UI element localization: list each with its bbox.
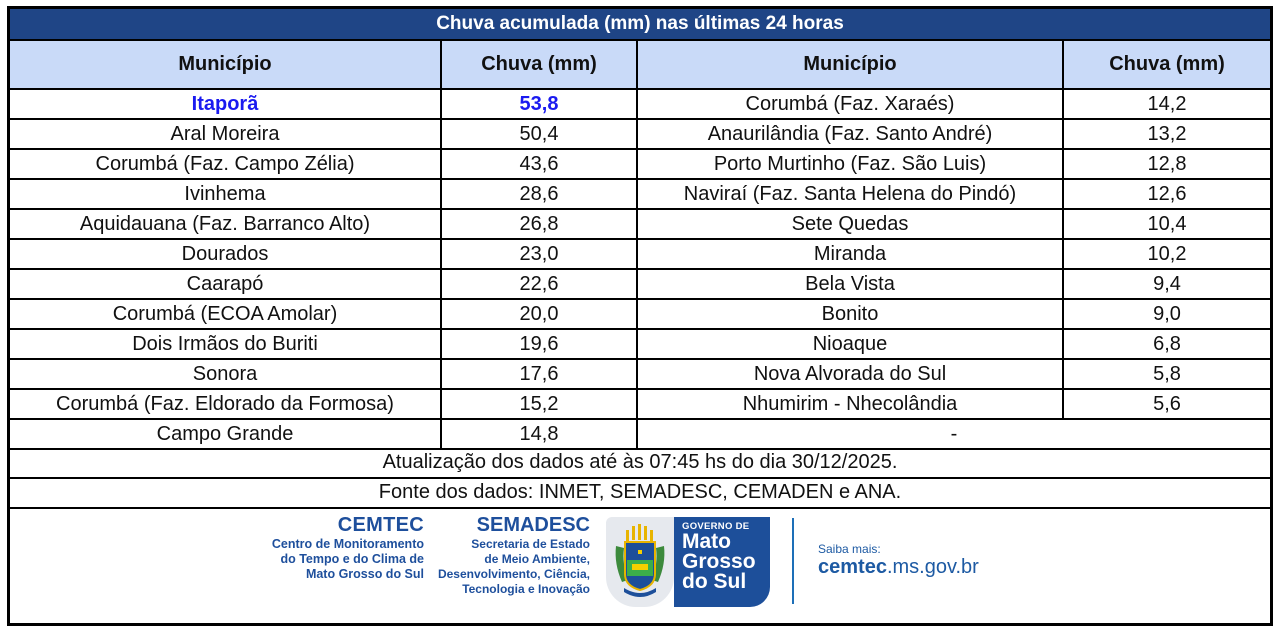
chuva-cell: 53,8 (440, 88, 638, 120)
municipio-cell: Corumbá (Faz. Campo Zélia) (10, 148, 442, 180)
header-chuva-right: Chuva (mm) (1062, 39, 1270, 90)
chuva-cell: 14,2 (1062, 88, 1270, 120)
header-row: Município Chuva (mm) Município Chuva (mm… (10, 39, 1270, 90)
header-municipio-right: Município (636, 39, 1064, 90)
chuva-cell: 19,6 (440, 328, 638, 360)
chuva-cell: 12,6 (1062, 178, 1270, 210)
table-row: Corumbá (Faz. Eldorado da Formosa) 15,2 … (10, 388, 1270, 420)
municipio-cell: Caarapó (10, 268, 442, 300)
municipio-cell: Sonora (10, 358, 442, 390)
update-note: Atualização dos dados até às 07:45 hs do… (10, 447, 1270, 479)
rainfall-table-frame: Chuva acumulada (mm) nas últimas 24 hora… (7, 6, 1273, 626)
header-municipio-left: Município (10, 39, 442, 90)
semadesc-logo: SEMADESC Secretaria de Estado de Meio Am… (437, 514, 590, 596)
chuva-cell: 26,8 (440, 208, 638, 240)
municipio-cell: Ivinhema (10, 178, 442, 210)
municipio-cell: Corumbá (Faz. Xaraés) (636, 88, 1064, 120)
chuva-cell: 17,6 (440, 358, 638, 390)
municipio-cell: Dourados (10, 238, 442, 270)
chuva-cell: 5,6 (1062, 388, 1270, 420)
chuva-cell: 22,6 (440, 268, 638, 300)
chuva-cell: 6,8 (1062, 328, 1270, 360)
table-row: Aral Moreira 50,4 Anaurilândia (Faz. San… (10, 118, 1270, 150)
municipio-cell: Campo Grande (10, 418, 442, 450)
chuva-cell: 9,0 (1062, 298, 1270, 330)
municipio-cell: Aquidauana (Faz. Barranco Alto) (10, 208, 442, 240)
municipio-cell: Nhumirim - Nhecolândia (636, 388, 1064, 420)
chuva-cell: 28,6 (440, 178, 638, 210)
table-row: Corumbá (ECOA Amolar) 20,0 Bonito 9,0 (10, 298, 1270, 330)
empty-cell: - (636, 418, 1270, 450)
chuva-cell: 10,4 (1062, 208, 1270, 240)
municipio-cell: Anaurilândia (Faz. Santo André) (636, 118, 1064, 150)
rainfall-table: Município Chuva (mm) Município Chuva (mm… (10, 39, 1270, 450)
municipio-cell: Itaporã (10, 88, 442, 120)
municipio-cell: Bela Vista (636, 268, 1064, 300)
table-row: Corumbá (Faz. Campo Zélia) 43,6 Porto Mu… (10, 148, 1270, 180)
municipio-cell: Naviraí (Faz. Santa Helena do Pindó) (636, 178, 1064, 210)
chuva-cell: 5,8 (1062, 358, 1270, 390)
municipio-cell: Corumbá (ECOA Amolar) (10, 298, 442, 330)
chuva-cell: 43,6 (440, 148, 638, 180)
chuva-cell: 9,4 (1062, 268, 1270, 300)
table-row: Dourados 23,0 Miranda 10,2 (10, 238, 1270, 270)
table-row: Dois Irmãos do Buriti 19,6 Nioaque 6,8 (10, 328, 1270, 360)
cemtec-logo: CEMTEC Centro de Monitoramento do Tempo … (271, 514, 424, 581)
municipio-cell: Bonito (636, 298, 1064, 330)
chuva-cell: 20,0 (440, 298, 638, 330)
table-row: Caarapó 22,6 Bela Vista 9,4 (10, 268, 1270, 300)
coat-of-arms-icon (606, 517, 674, 607)
chuva-cell: 13,2 (1062, 118, 1270, 150)
site-link[interactable]: cemtec.ms.gov.br (818, 556, 979, 578)
table-row: Campo Grande 14,8 - (10, 418, 1270, 450)
municipio-cell: Corumbá (Faz. Eldorado da Formosa) (10, 388, 442, 420)
saiba-mais: Saiba mais: cemtec.ms.gov.br (818, 542, 979, 578)
chuva-cell: 12,8 (1062, 148, 1270, 180)
municipio-cell: Porto Murtinho (Faz. São Luis) (636, 148, 1064, 180)
governo-text: GOVERNO DE Mato Grosso do Sul (674, 517, 770, 607)
governo-ms-logo: GOVERNO DE Mato Grosso do Sul (606, 517, 770, 607)
municipio-cell: Aral Moreira (10, 118, 442, 150)
municipio-cell: Sete Quedas (636, 208, 1064, 240)
table-row: Ivinhema 28,6 Naviraí (Faz. Santa Helena… (10, 178, 1270, 210)
chuva-cell: 50,4 (440, 118, 638, 150)
chuva-cell: 15,2 (440, 388, 638, 420)
source-note: Fonte dos dados: INMET, SEMADESC, CEMADE… (10, 477, 1270, 509)
table-row: Itaporã 53,8 Corumbá (Faz. Xaraés) 14,2 (10, 88, 1270, 120)
municipio-cell: Nova Alvorada do Sul (636, 358, 1064, 390)
logo-divider (792, 518, 794, 604)
logos-area: CEMTEC Centro de Monitoramento do Tempo … (10, 508, 1270, 623)
chuva-cell: 10,2 (1062, 238, 1270, 270)
municipio-cell: Nioaque (636, 328, 1064, 360)
table-row: Aquidauana (Faz. Barranco Alto) 26,8 Set… (10, 208, 1270, 240)
chuva-cell: 14,8 (440, 418, 638, 450)
table-title: Chuva acumulada (mm) nas últimas 24 hora… (10, 9, 1270, 39)
chuva-cell: 23,0 (440, 238, 638, 270)
municipio-cell: Miranda (636, 238, 1064, 270)
header-chuva-left: Chuva (mm) (440, 39, 638, 90)
municipio-cell: Dois Irmãos do Buriti (10, 328, 442, 360)
table-row: Sonora 17,6 Nova Alvorada do Sul 5,8 (10, 358, 1270, 390)
